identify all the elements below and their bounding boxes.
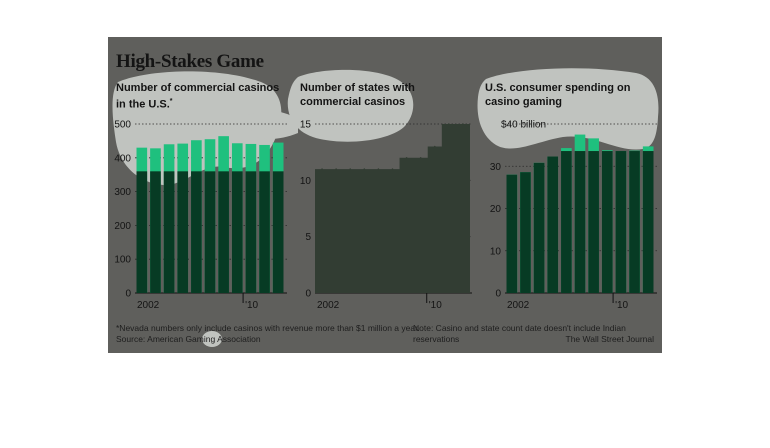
- chart-3-bar-base: [547, 156, 559, 293]
- chart-2-point: [448, 123, 450, 125]
- chart-3-xtick-label: 2002: [507, 300, 530, 311]
- chart-3-bar-base: [642, 151, 654, 293]
- marks-layer: [136, 123, 654, 293]
- chart-1-ytick-label: 0: [125, 289, 131, 300]
- chart-3-ytick-label: 30: [490, 162, 502, 173]
- chart-2-xtick-label: 2002: [317, 300, 340, 311]
- chart-2-point: [419, 157, 422, 159]
- source-line: Source: American Gaming Association: [116, 334, 261, 344]
- chart-1-ytick-label: 400: [114, 153, 131, 164]
- chart-3-bar-base: [533, 162, 545, 293]
- chart-2-point: [349, 168, 352, 170]
- chart-2-area: [315, 124, 470, 293]
- chart-2-point: [321, 168, 323, 170]
- chart-3-ytick-label: $40 billion: [501, 120, 546, 131]
- chart-3-bar-base: [588, 151, 599, 293]
- chart-1-ytick-label: 500: [114, 120, 131, 131]
- chart-1-title: Number of commercial casinos in the U.S.…: [116, 81, 291, 112]
- chart-1-bar-base: [259, 171, 270, 293]
- note-line: Note: Casino and state count date doesn'…: [413, 323, 626, 344]
- chart-2-point: [335, 168, 337, 170]
- chart-1-xtick-label: 2002: [137, 300, 160, 311]
- chart-1-bar-base: [163, 171, 175, 293]
- chart-2-ytick-label: 10: [300, 176, 312, 187]
- chart-3-bar-base: [629, 151, 640, 293]
- chart-3-bar-base: [506, 174, 518, 293]
- chart-2-ytick-label: 0: [305, 289, 311, 300]
- chart-1-ytick-label: 200: [114, 221, 131, 232]
- chart-3-bar-base: [601, 151, 613, 293]
- chart-2-point: [377, 168, 380, 170]
- chart-1-bar-base: [136, 171, 148, 293]
- chart-2-xtick-label: '10: [429, 300, 442, 311]
- chart-3-ytick-label: 10: [490, 246, 502, 257]
- chart-2-point: [433, 145, 436, 148]
- chart-1-bar-base: [218, 171, 229, 293]
- chart-1-bar-base: [231, 171, 243, 293]
- chart-1-bar-base: [191, 171, 202, 293]
- chart-1-xtick-label: '10: [245, 300, 258, 311]
- chart-3-bar-base: [561, 151, 572, 293]
- page-title: High-Stakes Game: [116, 51, 264, 72]
- highlight-blob-connector: [248, 110, 298, 140]
- chart-1-ytick-label: 300: [114, 187, 131, 198]
- chart-3-xtick-label: '10: [615, 300, 628, 311]
- chart-1-ytick-label: 100: [114, 255, 131, 266]
- chart-2-point: [462, 123, 464, 125]
- chart-panel: 0 100 200 300 400 500 2002 '10 0 5 10 15 2002 '10 0 10 2…: [108, 37, 662, 353]
- chart-2-ytick-label: 5: [305, 232, 311, 243]
- chart-1-bar-base: [272, 171, 284, 293]
- chart-1-bar-base: [245, 171, 257, 293]
- chart-3-ytick-label: 20: [490, 204, 502, 215]
- credit-line: The Wall Street Journal: [565, 334, 655, 344]
- chart-3-bar-base: [615, 151, 627, 293]
- highlight-blob-right: [477, 68, 659, 150]
- chart-2-point: [391, 168, 394, 170]
- chart-1-title-mark: *: [169, 98, 173, 105]
- footnote: *Nevada numbers only include casinos wit…: [116, 323, 420, 333]
- chart-1-title-text: Number of commercial casinos in the U.S.: [116, 82, 280, 111]
- chart-2-point: [405, 157, 408, 159]
- highlight-dot: [202, 331, 222, 347]
- charts-canvas: 0 100 200 300 400 500 2002 '10 0 5 10 15 2002 '10 0 10 2…: [112, 68, 659, 347]
- chart-3-bar-base: [574, 151, 586, 293]
- chart-1-bar-base: [177, 171, 189, 293]
- chart-3-bar-base: [520, 172, 531, 293]
- chart-3-ytick-label: 0: [495, 289, 501, 300]
- chart-3-title: U.S. consumer spending on casino gaming: [485, 82, 631, 108]
- chart-2-ytick-label: 15: [300, 120, 312, 131]
- chart-1-bar-base: [204, 171, 216, 293]
- chart-1-bar-base: [150, 171, 161, 293]
- chart-2-point: [363, 168, 366, 170]
- chart-2-title: Number of states with commercial casinos: [300, 82, 415, 108]
